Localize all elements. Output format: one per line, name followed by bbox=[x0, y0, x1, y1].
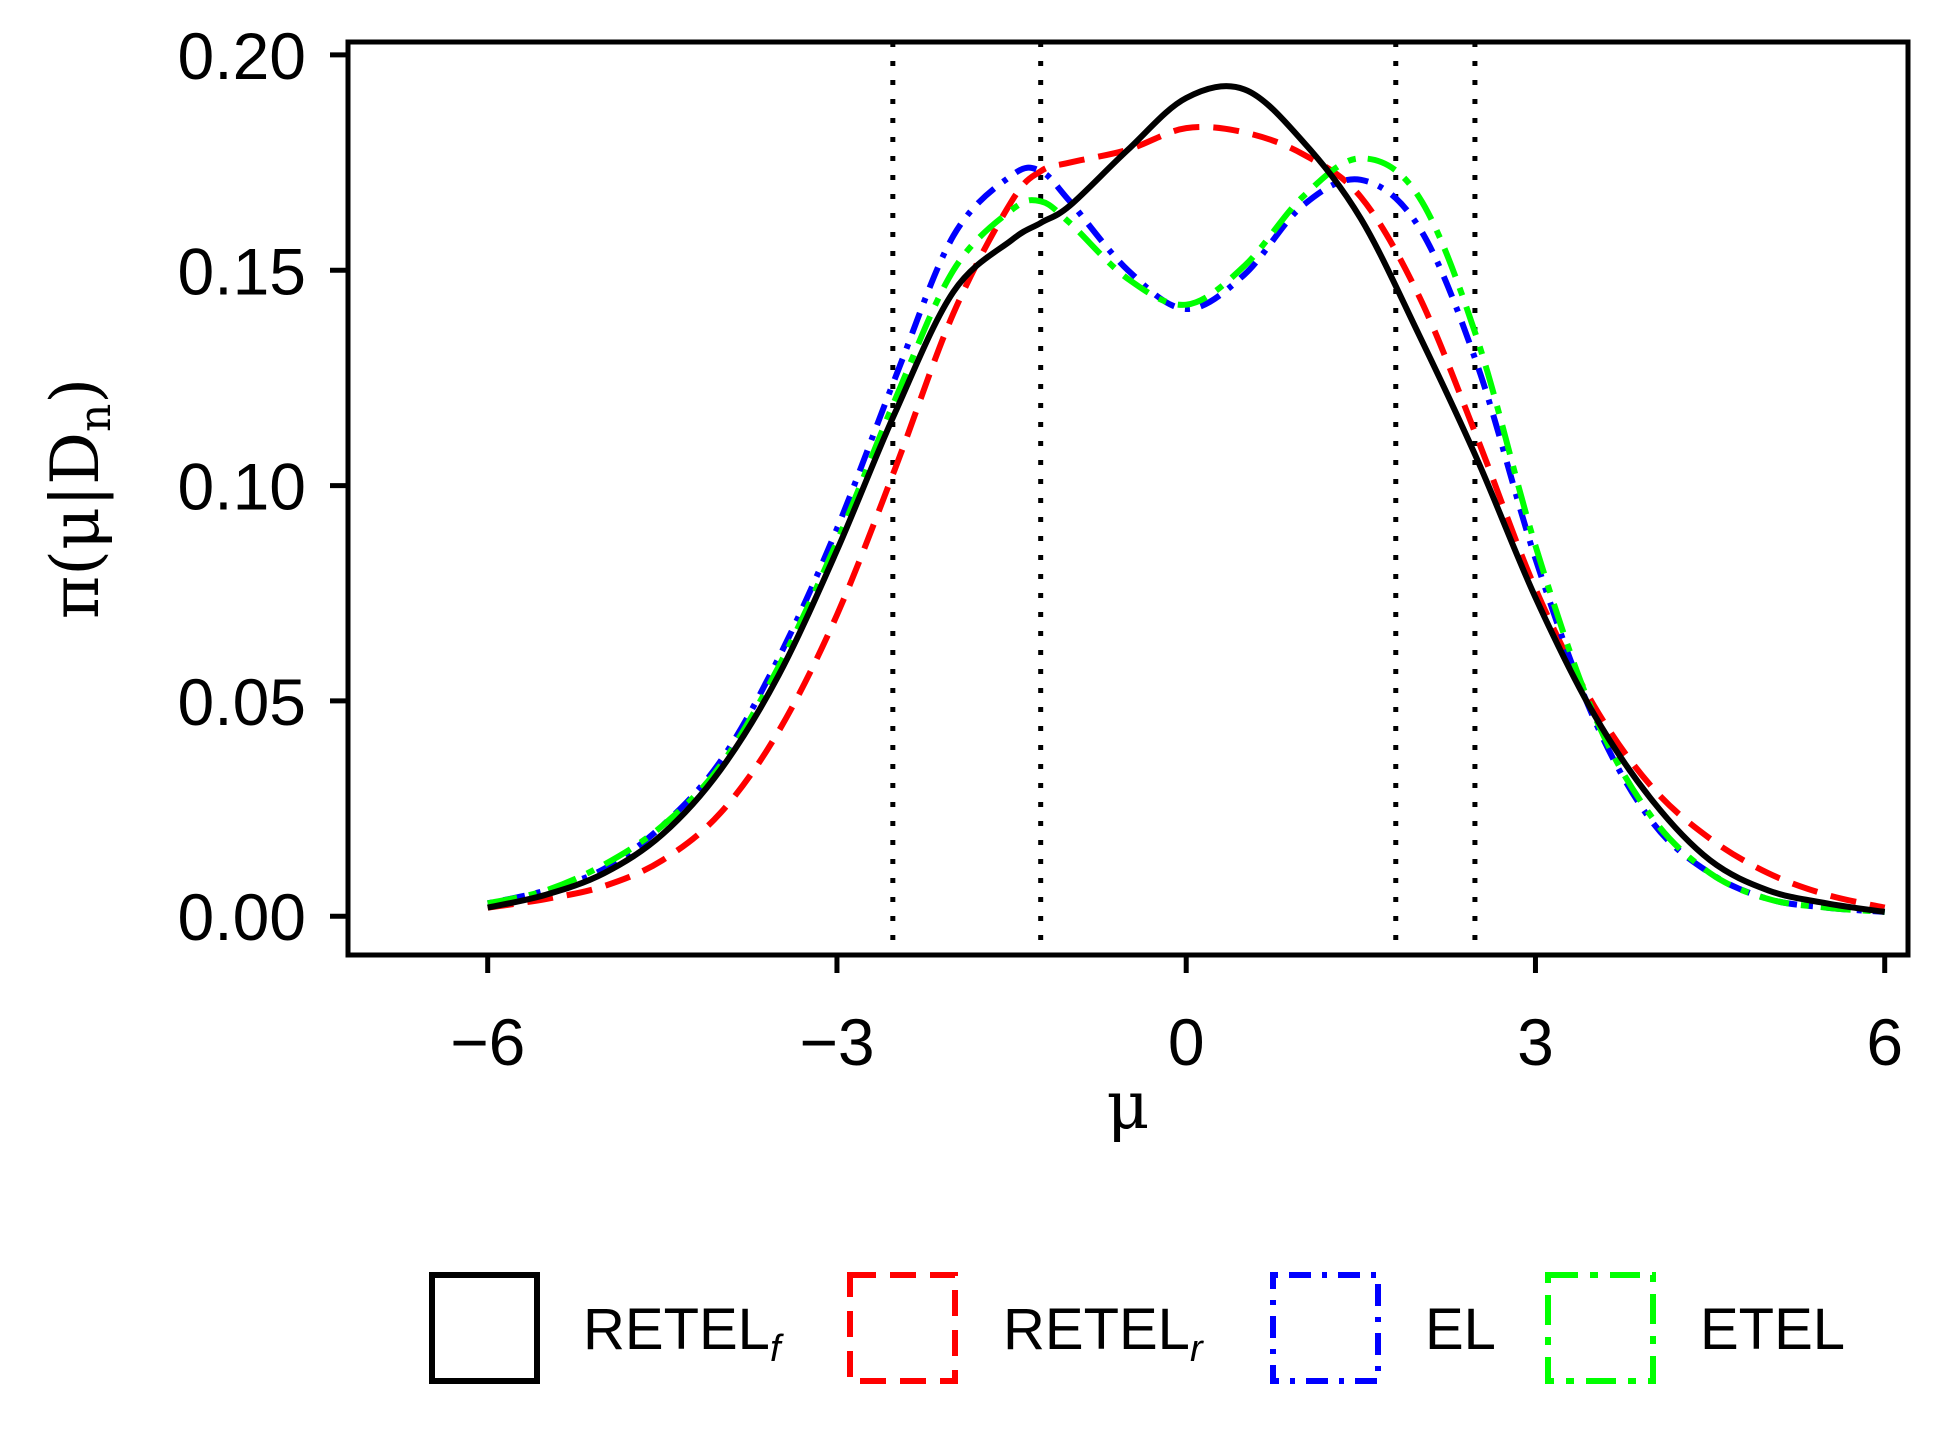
legend: RETELf RETELr EL ETEL bbox=[429, 1272, 1845, 1384]
y-axis-title-close: ) bbox=[37, 378, 114, 404]
y-axis-title-sub: n bbox=[70, 404, 121, 432]
y-tick-label: 0.20 bbox=[178, 19, 306, 93]
y-tick-label: 0.00 bbox=[178, 880, 306, 954]
series-line-retel-f bbox=[487, 83, 1886, 915]
legend-swatch bbox=[1270, 1272, 1381, 1384]
y-axis-title: π(μ|Dn) bbox=[37, 378, 121, 619]
x-tick-label: −3 bbox=[799, 1005, 874, 1079]
plot-frame bbox=[345, 39, 1911, 958]
legend-label: ETEL bbox=[1700, 1297, 1845, 1362]
x-axis-title: μ bbox=[1107, 1067, 1150, 1144]
legend-label: RETELr bbox=[1003, 1297, 1204, 1370]
legend-swatch bbox=[1545, 1272, 1656, 1384]
axes: −6 −3 0 3 6 0.00 0.05 0.10 0.15 0.20 bbox=[178, 19, 1904, 1079]
series-line-el bbox=[487, 164, 1885, 915]
y-tick-label: 0.15 bbox=[178, 234, 306, 308]
series-line-retel-r bbox=[487, 123, 1886, 911]
y-axis-title-main: π(μ|D bbox=[37, 432, 114, 619]
legend-swatch bbox=[429, 1272, 540, 1384]
y-tick-label: 0.05 bbox=[178, 665, 306, 739]
x-tick-label: 0 bbox=[1168, 1005, 1205, 1079]
x-tick-label: −6 bbox=[450, 1005, 525, 1079]
series-line-etel bbox=[487, 155, 1885, 915]
x-tick-label: 3 bbox=[1517, 1005, 1554, 1079]
legend-label: RETELf bbox=[583, 1297, 784, 1370]
legend-label: EL bbox=[1425, 1297, 1496, 1362]
legend-swatch bbox=[847, 1272, 958, 1384]
plot-marks bbox=[487, 42, 1886, 955]
y-tick-label: 0.10 bbox=[178, 450, 306, 524]
x-tick-label: 6 bbox=[1866, 1005, 1903, 1079]
